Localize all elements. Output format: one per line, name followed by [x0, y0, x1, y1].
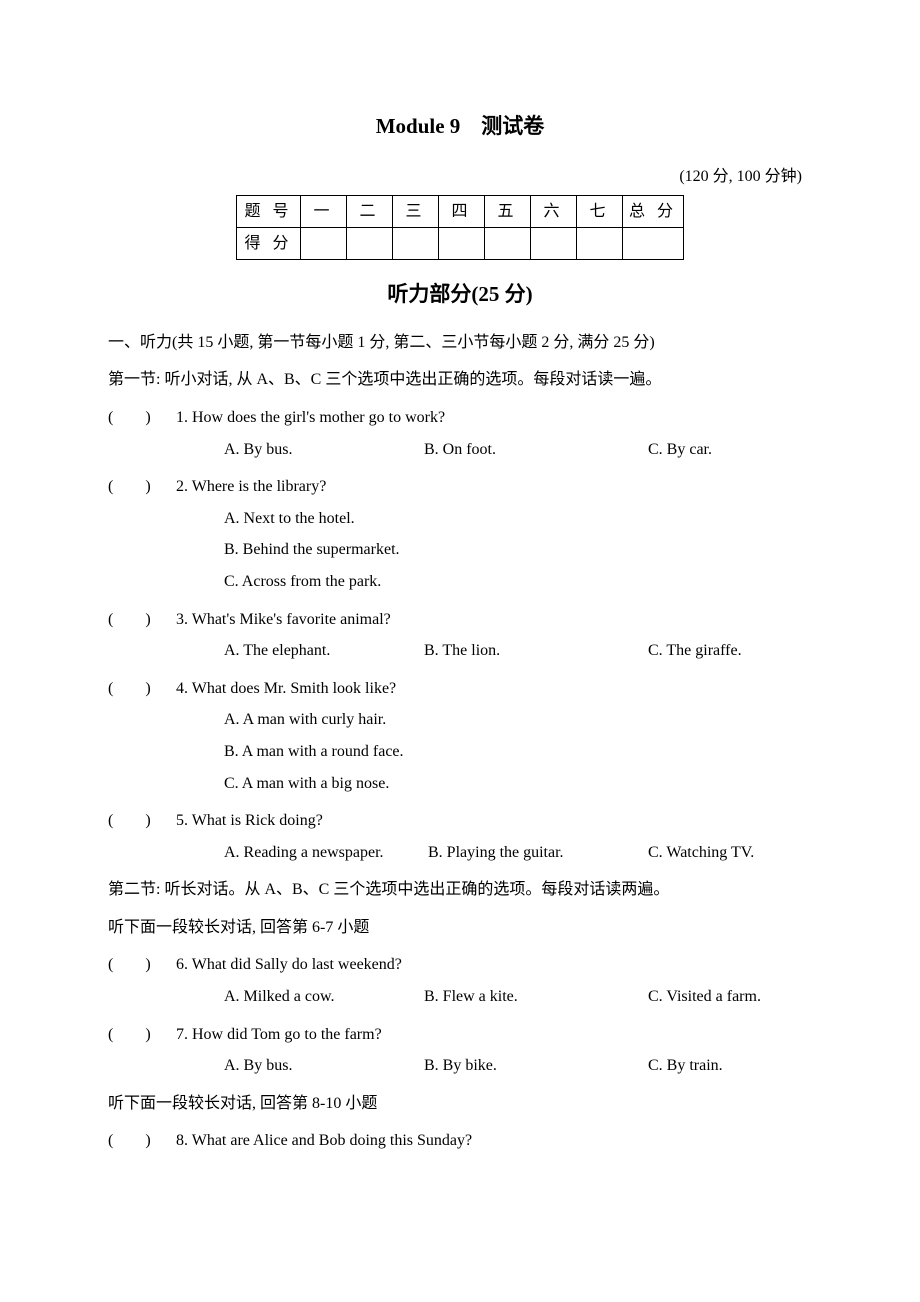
question-text: 7. How did Tom go to the farm?	[176, 1022, 812, 1048]
question-text: 2. Where is the library?	[176, 474, 812, 500]
part2-instruction: 第二节: 听长对话。从 A、B、C 三个选项中选出正确的选项。每段对话读两遍。	[108, 877, 812, 903]
option-b: B. On foot.	[424, 437, 648, 463]
question-text: 4. What does Mr. Smith look like?	[176, 676, 812, 702]
question-5: ( ) 5. What is Rick doing? A. Reading a …	[108, 808, 812, 865]
exam-meta: (120 分, 100 分钟)	[108, 164, 812, 190]
header-cell: 二	[346, 196, 392, 228]
question-2: ( ) 2. Where is the library? A. Next to …	[108, 474, 812, 594]
score-cell[interactable]	[392, 228, 438, 260]
option-a: A. By bus.	[224, 1053, 424, 1079]
header-cell: 四	[438, 196, 484, 228]
option-c: C. The giraffe.	[648, 638, 812, 664]
score-label: 得 分	[236, 228, 300, 260]
option-a: A. The elephant.	[224, 638, 424, 664]
answer-bracket[interactable]: ( )	[108, 952, 176, 978]
answer-bracket[interactable]: ( )	[108, 676, 176, 702]
header-cell: 一	[300, 196, 346, 228]
question-text: 5. What is Rick doing?	[176, 808, 812, 834]
option-c: C. Visited a farm.	[648, 984, 812, 1010]
option-c: C. By car.	[648, 437, 812, 463]
option-c: C. By train.	[648, 1053, 812, 1079]
answer-bracket[interactable]: ( )	[108, 1128, 176, 1154]
question-text: 3. What's Mike's favorite animal?	[176, 607, 812, 633]
score-cell[interactable]	[530, 228, 576, 260]
option-b: B. The lion.	[424, 638, 648, 664]
header-cell: 总 分	[622, 196, 683, 228]
question-text: 6. What did Sally do last weekend?	[176, 952, 812, 978]
question-text: 1. How does the girl's mother go to work…	[176, 405, 812, 431]
part1-instruction: 第一节: 听小对话, 从 A、B、C 三个选项中选出正确的选项。每段对话读一遍。	[108, 367, 812, 393]
listening-heading: 听力部分(25 分)	[108, 278, 812, 312]
header-cell: 六	[530, 196, 576, 228]
question-3: ( ) 3. What's Mike's favorite animal? A.…	[108, 607, 812, 664]
option-a: A. Reading a newspaper.	[224, 840, 428, 866]
header-cell: 三	[392, 196, 438, 228]
answer-bracket[interactable]: ( )	[108, 474, 176, 500]
answer-bracket[interactable]: ( )	[108, 405, 176, 431]
header-cell: 题 号	[236, 196, 300, 228]
dialog2-note: 听下面一段较长对话, 回答第 8-10 小题	[108, 1091, 812, 1117]
option-c: C. Across from the park.	[224, 569, 812, 595]
score-cell[interactable]	[576, 228, 622, 260]
option-b: B. By bike.	[424, 1053, 648, 1079]
option-b: B. Flew a kite.	[424, 984, 648, 1010]
table-row: 得 分	[236, 228, 683, 260]
score-cell[interactable]	[346, 228, 392, 260]
table-row: 题 号 一 二 三 四 五 六 七 总 分	[236, 196, 683, 228]
question-4: ( ) 4. What does Mr. Smith look like? A.…	[108, 676, 812, 796]
answer-bracket[interactable]: ( )	[108, 808, 176, 834]
score-cell[interactable]	[300, 228, 346, 260]
question-text: 8. What are Alice and Bob doing this Sun…	[176, 1128, 812, 1154]
page-title: Module 9 测试卷	[108, 110, 812, 144]
option-b: B. Playing the guitar.	[428, 840, 648, 866]
section-intro: 一、听力(共 15 小题, 第一节每小题 1 分, 第二、三小节每小题 2 分,…	[108, 330, 812, 356]
question-8: ( ) 8. What are Alice and Bob doing this…	[108, 1128, 812, 1154]
header-cell: 五	[484, 196, 530, 228]
dialog1-note: 听下面一段较长对话, 回答第 6-7 小题	[108, 915, 812, 941]
question-7: ( ) 7. How did Tom go to the farm? A. By…	[108, 1022, 812, 1079]
option-c: C. Watching TV.	[648, 840, 812, 866]
score-table: 题 号 一 二 三 四 五 六 七 总 分 得 分	[236, 195, 684, 260]
score-cell[interactable]	[622, 228, 683, 260]
option-a: A. By bus.	[224, 437, 424, 463]
answer-bracket[interactable]: ( )	[108, 607, 176, 633]
answer-bracket[interactable]: ( )	[108, 1022, 176, 1048]
header-cell: 七	[576, 196, 622, 228]
score-cell[interactable]	[484, 228, 530, 260]
question-1: ( ) 1. How does the girl's mother go to …	[108, 405, 812, 462]
score-cell[interactable]	[438, 228, 484, 260]
question-6: ( ) 6. What did Sally do last weekend? A…	[108, 952, 812, 1009]
option-a: A. A man with curly hair.	[224, 707, 812, 733]
option-c: C. A man with a big nose.	[224, 771, 812, 797]
option-a: A. Milked a cow.	[224, 984, 424, 1010]
option-a: A. Next to the hotel.	[224, 506, 812, 532]
option-b: B. Behind the supermarket.	[224, 537, 812, 563]
option-b: B. A man with a round face.	[224, 739, 812, 765]
